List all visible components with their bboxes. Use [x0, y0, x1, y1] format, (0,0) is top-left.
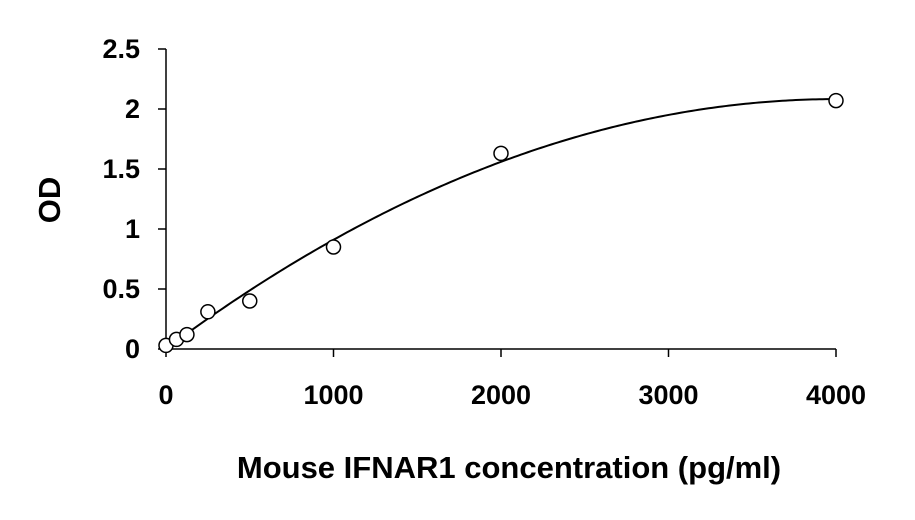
data-point — [179, 326, 195, 343]
data-point — [242, 293, 258, 309]
data-points — [158, 92, 844, 354]
x-tick-label: 1000 — [303, 380, 363, 410]
y-axis-title: OD — [32, 177, 67, 224]
y-tick-label: 2 — [125, 94, 140, 124]
data-point — [325, 239, 342, 255]
y-tick-label: 0.5 — [102, 274, 140, 304]
y-tick-label: 1 — [125, 214, 140, 244]
y-tick-label: 1.5 — [102, 154, 140, 184]
trendline — [165, 98, 837, 350]
x-tick-label: 3000 — [638, 380, 698, 410]
y-tick-label: 0 — [125, 334, 140, 364]
x-tick-label: 2000 — [471, 380, 531, 410]
x-axis-title: Mouse IFNAR1 concentration (pg/ml) — [237, 450, 781, 485]
x-tick-label: 0 — [158, 380, 173, 410]
data-point — [828, 92, 844, 109]
data-point — [200, 304, 216, 320]
y-tick-label: 2.5 — [102, 34, 140, 64]
data-point — [493, 145, 509, 162]
axes — [165, 49, 836, 350]
x-tick-label: 4000 — [806, 380, 866, 410]
x-axis-ticks: 0 1000 2000 3000 4000 — [158, 349, 866, 410]
y-axis-ticks: 0 0.5 1 1.5 2 2.5 — [102, 34, 166, 364]
